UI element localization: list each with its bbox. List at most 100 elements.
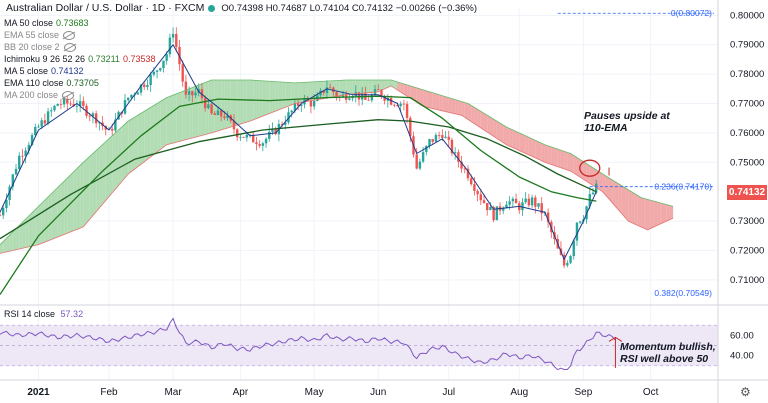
cloud-segment: [108, 135, 113, 197]
cloud-segment: [637, 195, 642, 227]
time-tick-label: Oct: [643, 387, 659, 398]
cloud-segment: [217, 80, 222, 131]
cloud-segment: [663, 203, 667, 223]
cloud-segment: [419, 88, 424, 107]
cloud-segment: [429, 91, 433, 109]
price-tick-label: 0.77000: [730, 99, 764, 110]
cloud-segment: [86, 156, 90, 224]
cloud-segment: [407, 84, 411, 99]
cloud-segment: [0, 241, 4, 254]
candle-down: [143, 84, 146, 87]
legend-row[interactable]: Ichimoku 9 26 52 26 0.73211 0.73538: [4, 53, 155, 65]
cloud-segment: [189, 87, 193, 139]
candle-down: [393, 104, 396, 106]
price-tick-label: 0.80000: [730, 10, 764, 21]
candle-down: [482, 200, 486, 204]
cloud-segment: [516, 131, 520, 151]
cloud-segment: [16, 225, 20, 250]
candle-down: [296, 103, 300, 106]
rsi-label[interactable]: RSI 14 close: [4, 309, 56, 319]
candle-up: [287, 112, 290, 123]
candle-up: [325, 87, 329, 93]
cloud-segment: [416, 87, 420, 105]
candle-down: [82, 101, 85, 106]
cloud-segment: [6, 235, 10, 252]
ohlc-values: O0.74398 H0.74687 L0.74104 C0.74132 −0.0…: [221, 3, 478, 14]
candle-up: [155, 70, 159, 72]
candle-down: [437, 134, 441, 136]
ma50-line: [0, 95, 597, 295]
candle-down: [402, 103, 406, 105]
candle-up: [312, 100, 316, 107]
cloud-segment: [535, 140, 539, 160]
candle-up: [165, 54, 168, 61]
eye-hidden-icon[interactable]: [63, 43, 76, 53]
eye-hidden-icon[interactable]: [62, 91, 75, 101]
cloud-segment: [48, 193, 52, 241]
senkou-b-line: [0, 85, 674, 254]
candle-up: [290, 110, 293, 113]
cloud-segment: [570, 153, 574, 174]
candle-down: [59, 104, 63, 105]
rsi-band: [0, 325, 718, 366]
cloud-segment: [605, 176, 610, 200]
legend-row[interactable]: EMA 110 close 0.73705: [4, 77, 99, 89]
cloud-segment: [484, 113, 488, 133]
rsi-value: 57.32: [60, 309, 84, 319]
candle-down: [492, 206, 495, 221]
candle-up: [261, 143, 265, 146]
cloud-segment: [592, 167, 597, 188]
eye-hidden-icon[interactable]: [63, 31, 76, 41]
candle-down: [110, 128, 114, 131]
cloud-segment: [169, 95, 174, 144]
cloud-segment: [60, 181, 65, 236]
legend-row[interactable]: EMA 55 close: [4, 29, 76, 41]
candle-down: [223, 116, 226, 119]
cloud-segment: [266, 81, 270, 115]
cloud-segment: [73, 168, 77, 231]
candle-up: [171, 33, 175, 38]
legend-row[interactable]: MA 50 close 0.73683: [4, 17, 89, 29]
legend-row[interactable]: MA 200 close: [4, 89, 75, 101]
candle-up: [216, 110, 220, 115]
candle-down: [252, 134, 255, 143]
cloud-segment: [573, 155, 577, 176]
cloud-segment: [541, 143, 545, 163]
time-tick-label: Sep: [574, 387, 592, 398]
legend-row[interactable]: BB 20 close 2: [4, 41, 76, 53]
cloud-segment: [451, 98, 456, 114]
legend-label: MA 200 close: [4, 90, 59, 100]
cloud-segment: [22, 219, 26, 249]
cloud-segment: [38, 203, 42, 245]
cloud-segment: [410, 85, 414, 101]
candle-up: [5, 199, 8, 209]
cloud-segment: [192, 86, 196, 138]
candle-up: [508, 201, 511, 205]
gear-icon[interactable]: ⚙: [740, 385, 751, 399]
cloud-segment: [278, 81, 283, 110]
candle-up: [425, 145, 428, 153]
cloud-segment: [346, 80, 350, 95]
candle-up: [268, 131, 271, 139]
candle-up: [11, 174, 15, 187]
candle-down: [466, 168, 470, 179]
cloud-segment: [272, 81, 276, 113]
candle-up: [245, 134, 249, 138]
candle-up: [293, 103, 297, 111]
cloud-segment: [163, 97, 167, 148]
candle-up: [271, 128, 274, 132]
legend-value: 0.74132: [51, 66, 84, 76]
cloud-segment: [131, 117, 135, 172]
cloud-segment: [28, 212, 33, 247]
candle-up: [572, 240, 575, 257]
candle-up: [46, 111, 50, 124]
candle-down: [389, 98, 393, 105]
candle-up: [511, 198, 515, 202]
cloud-segment: [631, 191, 635, 224]
candle-up: [505, 204, 508, 209]
legend-row[interactable]: MA 5 close 0.74132: [4, 65, 84, 77]
candle-down: [232, 120, 236, 130]
symbol-title[interactable]: Australian Dollar / U.S. Dollar · 1D · F…: [6, 2, 205, 14]
